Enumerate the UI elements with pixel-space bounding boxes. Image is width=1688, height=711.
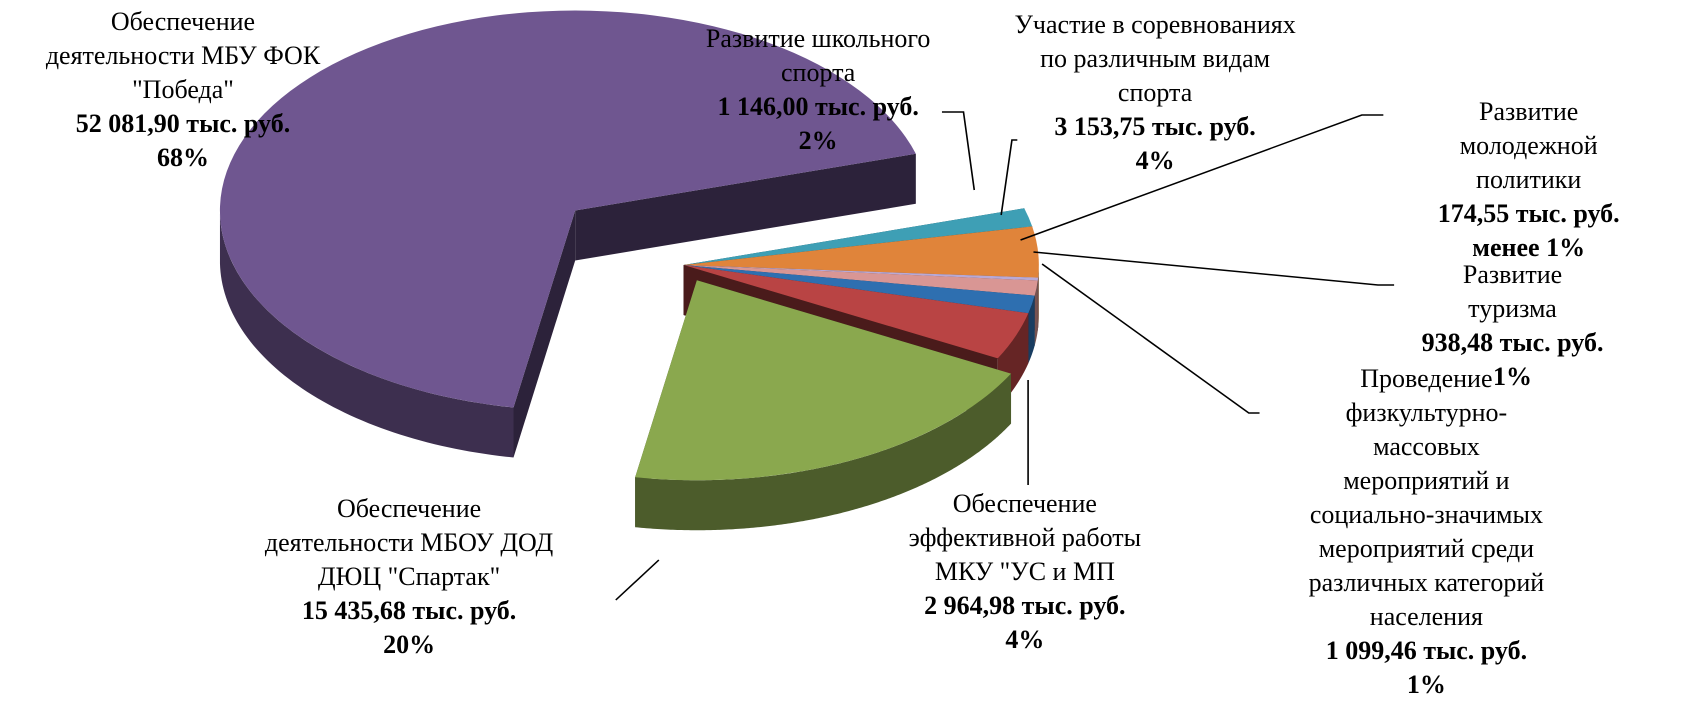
category-label: Развитие молодежной политики xyxy=(1459,97,1598,194)
leader-line xyxy=(1041,263,1260,414)
value-label: 1 146,00 тыс. руб. xyxy=(717,92,919,121)
slice-side xyxy=(635,373,1012,531)
category-label: Обеспечение эффективной работы МКУ "УС и… xyxy=(908,489,1142,586)
slice-label: Участие в соревнованиях по различным вид… xyxy=(1015,8,1296,178)
slice-side xyxy=(1034,280,1038,346)
slice xyxy=(683,265,1039,281)
category-label: Проведение физкультурно-массовых меропри… xyxy=(1308,364,1545,631)
slice-label: Развитие молодежной политики 174,55 тыс. … xyxy=(1438,95,1620,265)
slice-side xyxy=(219,213,514,458)
value-label: 1 099,46 тыс. руб. xyxy=(1325,636,1528,665)
slice-label: Проведение физкультурно-массовых меропри… xyxy=(1296,362,1558,702)
percent-label: 1% xyxy=(1406,670,1446,699)
percent-label: 20% xyxy=(383,630,436,659)
value-label: 2 964,98 тыс. руб. xyxy=(924,591,1126,620)
slice-label: Обеспечение эффективной работы МКУ "УС и… xyxy=(909,487,1142,657)
category-label: Развитие школьного спорта xyxy=(705,24,931,87)
slice-wall xyxy=(575,153,916,261)
percent-label: 4% xyxy=(1005,625,1045,654)
slice-label: Развитие туризма 938,48 тыс. руб. 1% xyxy=(1422,258,1604,394)
slice xyxy=(635,280,1012,481)
slice-side xyxy=(1038,265,1039,328)
value-label: 52 081,90 тыс. руб. xyxy=(75,109,291,138)
slice xyxy=(219,10,916,408)
leader-line xyxy=(941,111,976,191)
slice-label: Развитие школьного спорта 1 146,00 тыс. р… xyxy=(706,22,931,158)
value-label: 174,55 тыс. руб. xyxy=(1437,199,1620,228)
percent-label: 2% xyxy=(798,126,838,155)
slice-wall xyxy=(513,210,576,458)
category-label: Участие в соревнованиях по различным вид… xyxy=(1014,10,1296,107)
slice xyxy=(683,226,1039,278)
percent-label: менее 1% xyxy=(1472,233,1586,262)
value-label: 3 153,75 тыс. руб. xyxy=(1054,112,1256,141)
slice xyxy=(683,208,1033,265)
slice-label: Обеспечение деятельности МБУ ФОК "Победа… xyxy=(46,5,320,175)
category-label: Развитие туризма xyxy=(1462,260,1563,323)
slice xyxy=(683,265,1035,314)
slice-side xyxy=(1028,295,1035,364)
leader-line xyxy=(1000,139,1018,216)
leader-line xyxy=(615,559,660,601)
slice xyxy=(683,265,1038,296)
leader-line xyxy=(1020,114,1384,241)
category-label: Обеспечение деятельности МБУ ФОК "Победа… xyxy=(45,7,321,104)
percent-label: 68% xyxy=(156,143,209,172)
category-label: Обеспечение деятельности МБОУ ДОД ДЮЦ "С… xyxy=(264,494,554,591)
leader-line xyxy=(1033,251,1395,286)
slice xyxy=(683,265,1029,359)
percent-label: 4% xyxy=(1135,146,1175,175)
slice-label: Обеспечение деятельности МБОУ ДОД ДЮЦ "С… xyxy=(265,492,553,662)
value-label: 938,48 тыс. руб. xyxy=(1421,328,1604,357)
percent-label: 1% xyxy=(1493,362,1533,391)
value-label: 15 435,68 тыс. руб. xyxy=(301,596,517,625)
